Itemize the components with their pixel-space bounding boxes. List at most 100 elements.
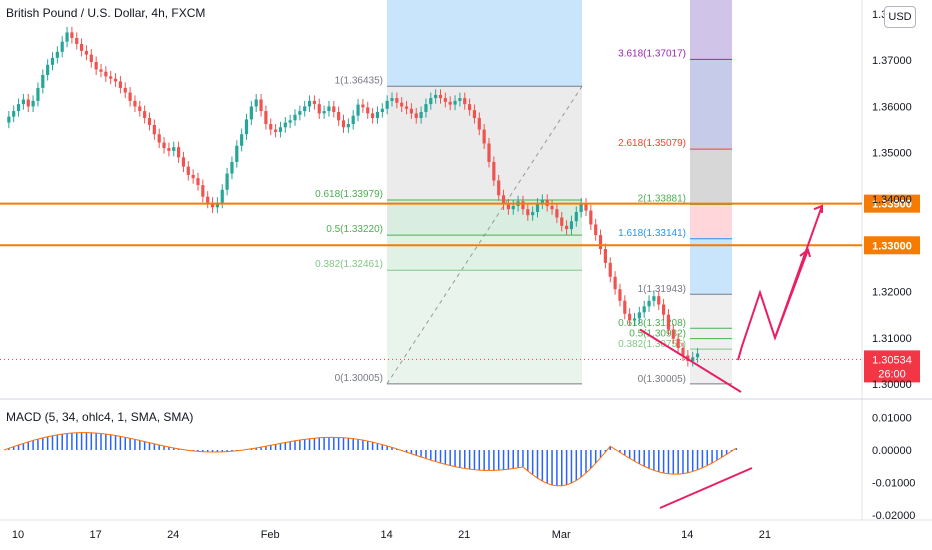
ext-zone-3618 [690, 59, 732, 150]
candle-body [613, 276, 617, 290]
level-price-label: 1.33000 [872, 240, 912, 252]
candle-body [60, 41, 64, 52]
candle-body [147, 118, 152, 125]
candle-body [540, 199, 544, 204]
macd-tick-label: 0.01000 [872, 413, 912, 425]
candle-body [143, 111, 147, 119]
candle-body [608, 262, 612, 277]
level-price-label: 1.33900 [872, 199, 912, 211]
candle-body [327, 106, 331, 112]
candle-body [497, 180, 501, 196]
candle-body [206, 196, 210, 203]
candle-body [269, 124, 273, 130]
candle-body [404, 106, 409, 109]
projection-path-2 [774, 205, 823, 339]
currency-button[interactable]: USD [884, 6, 916, 28]
candle-body [75, 37, 79, 44]
candle-body [172, 147, 176, 151]
candle-body [380, 108, 384, 112]
candle-body [157, 134, 161, 143]
candle-body [574, 211, 578, 222]
candle-body [298, 111, 302, 115]
candle-countdown: 26:00 [878, 368, 906, 380]
fib2-level-label: 0.618(1.31208) [618, 318, 686, 329]
candle-body [487, 143, 491, 162]
price-tick-label: 1.36000 [872, 101, 912, 113]
fib-zone-05 [387, 235, 582, 271]
price-tick-label: 1.35000 [872, 148, 912, 160]
candle-body [41, 74, 45, 88]
candle-body [647, 300, 651, 307]
candle-body [16, 104, 21, 112]
candle-body [390, 98, 394, 101]
candle-body [84, 50, 89, 55]
candle-body [177, 147, 181, 158]
candle-body [666, 314, 671, 330]
time-tick-label: 17 [89, 529, 101, 541]
candle-body [657, 296, 661, 305]
candle-body [535, 203, 540, 212]
candle-body [438, 94, 443, 99]
candle-body [550, 205, 554, 210]
candle-body [409, 108, 413, 114]
fib1-level-label: 0(1.30005) [335, 373, 383, 384]
fib2-level-label: 1(1.31943) [638, 284, 686, 295]
candle-body [191, 174, 195, 179]
ext-level-label: 3.618(1.37017) [618, 48, 686, 59]
time-tick-label: 21 [458, 529, 470, 541]
candle-body [225, 173, 229, 190]
candle-body [448, 101, 452, 105]
candle-body [46, 64, 50, 75]
current-price-tag [864, 350, 920, 383]
macd-divergence-line [659, 467, 753, 509]
candle-body [99, 69, 103, 72]
candle-body [293, 114, 297, 121]
candle-body [317, 104, 321, 114]
candle-body [501, 195, 506, 205]
candle-body [569, 221, 574, 230]
time-tick-label: 14 [681, 529, 693, 541]
projection-arrow-1 [799, 248, 811, 258]
projection-arrow-2 [813, 204, 823, 213]
fib-zone-0618 [387, 199, 582, 236]
ext-zone-2 [690, 204, 732, 239]
candle-body [419, 111, 423, 119]
candle-body [274, 129, 278, 132]
wedge-line [639, 328, 742, 393]
macd-tick-label: -0.02000 [872, 510, 915, 522]
candle-body [555, 209, 559, 218]
candle-body [395, 98, 399, 103]
candle-body [584, 203, 588, 211]
candle-body [662, 304, 666, 315]
candle-body [472, 110, 477, 119]
candle-body [55, 51, 59, 58]
price-tick-label: 1.30000 [872, 379, 912, 391]
candle-body [201, 185, 205, 197]
candle-body [468, 104, 472, 111]
candle-body [482, 129, 486, 144]
candle-body [371, 113, 375, 119]
macd-tick-label: 0.00000 [872, 445, 912, 457]
candle-body [429, 98, 433, 105]
fib1-level-label: 0.618(1.33979) [315, 189, 383, 200]
candle-body [104, 71, 108, 77]
candle-body [589, 210, 593, 225]
candle-body [346, 124, 350, 128]
candle-body [26, 99, 30, 107]
candle-body [162, 142, 166, 149]
candle-body [278, 127, 283, 132]
candle-body [652, 296, 656, 301]
candle-body [341, 120, 346, 128]
macd-signal-line [3, 432, 737, 487]
candle-body [109, 76, 113, 79]
candle-body [322, 111, 326, 114]
candle-body [506, 204, 510, 210]
time-tick-label: 10 [12, 529, 24, 541]
candle-body [288, 120, 292, 123]
fib1-level-label: 0.382(1.32461) [315, 259, 383, 270]
fib2-level-label: 0(1.30005) [638, 374, 686, 385]
candle-body [477, 118, 481, 130]
candle-body [123, 87, 127, 93]
